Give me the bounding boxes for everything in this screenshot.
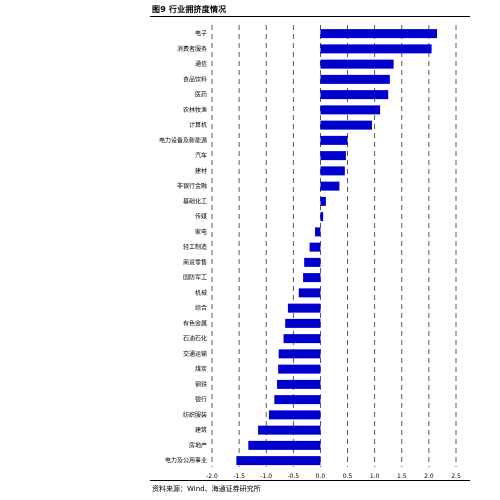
bar: [285, 318, 321, 328]
x-tick-label: 0.0: [316, 473, 326, 480]
category-label: 消费者服务: [177, 45, 207, 53]
title-rule: [150, 16, 470, 17]
category-label: 国防军工: [183, 274, 207, 282]
bar: [320, 135, 348, 145]
category-label: 商贸零售: [183, 258, 207, 266]
bar: [283, 334, 321, 344]
bar: [309, 242, 321, 252]
bar: [248, 440, 321, 450]
category-label: 交通运输: [183, 350, 207, 358]
bar: [320, 181, 340, 191]
category-label: 煤炭: [195, 365, 207, 373]
bar: [320, 59, 394, 69]
bar: [320, 120, 372, 130]
category-label: 传媒: [195, 213, 207, 221]
bar: [320, 105, 381, 115]
category-label: 建筑: [195, 426, 207, 434]
bar: [320, 196, 326, 206]
category-label: 计算机: [189, 121, 207, 129]
bar: [274, 395, 321, 405]
bar: [320, 29, 438, 39]
bar: [268, 410, 321, 420]
category-label: 农林牧渔: [183, 106, 207, 114]
category-label: 通信: [195, 60, 207, 68]
x-tick-label: -2.0: [206, 473, 218, 480]
x-tick-label: 1.5: [397, 473, 407, 480]
bar: [287, 303, 321, 313]
category-label: 有色金属: [183, 319, 207, 327]
category-label: 电力设备及新能源: [159, 136, 207, 144]
x-tick-label: -0.5: [287, 473, 299, 480]
x-tick-label: -1.0: [260, 473, 272, 480]
category-label: 钢铁: [195, 380, 207, 388]
bar: [315, 227, 321, 237]
category-label: 电子: [195, 30, 207, 38]
category-label: 电力及公用事业: [165, 457, 207, 465]
x-tick-label: -1.5: [233, 473, 245, 480]
category-label: 房地产: [189, 441, 207, 449]
category-label: 纺织服装: [183, 411, 207, 419]
bar: [277, 379, 321, 389]
figure-title: 图9 行业拥挤度情况: [152, 5, 227, 14]
bar: [320, 151, 346, 161]
bar: [258, 425, 321, 435]
category-label: 基础化工: [183, 197, 207, 205]
x-tick-label: 1.0: [370, 473, 380, 480]
category-label: 机械: [195, 289, 207, 297]
category-label: 石油石化: [183, 335, 207, 343]
bar: [320, 166, 345, 176]
x-tick-label: 0.5: [343, 473, 353, 480]
source-rule: [150, 480, 470, 481]
bar: [320, 44, 432, 54]
bar: [320, 74, 390, 84]
category-label: 家电: [195, 228, 207, 236]
bar: [303, 273, 321, 283]
bar: [304, 257, 321, 267]
category-label: 医药: [195, 91, 207, 99]
bar: [236, 456, 321, 466]
bar: [320, 90, 389, 100]
bar: [278, 364, 321, 374]
category-label: 建材: [195, 167, 207, 175]
source-note: 资料来源：Wind、海通证券研究所: [152, 485, 261, 493]
bar: [278, 349, 321, 359]
category-label: 汽车: [195, 152, 207, 160]
category-label: 非银行金融: [177, 182, 207, 190]
category-label: 综合: [195, 304, 207, 312]
x-tick-label: 2.0: [424, 473, 434, 480]
bar: [298, 288, 321, 298]
bar: [320, 212, 324, 222]
category-label: 银行: [195, 396, 207, 404]
x-tick-label: 2.5: [451, 473, 461, 480]
category-label: 食品饮料: [183, 75, 207, 83]
category-label: 轻工制造: [183, 243, 207, 251]
